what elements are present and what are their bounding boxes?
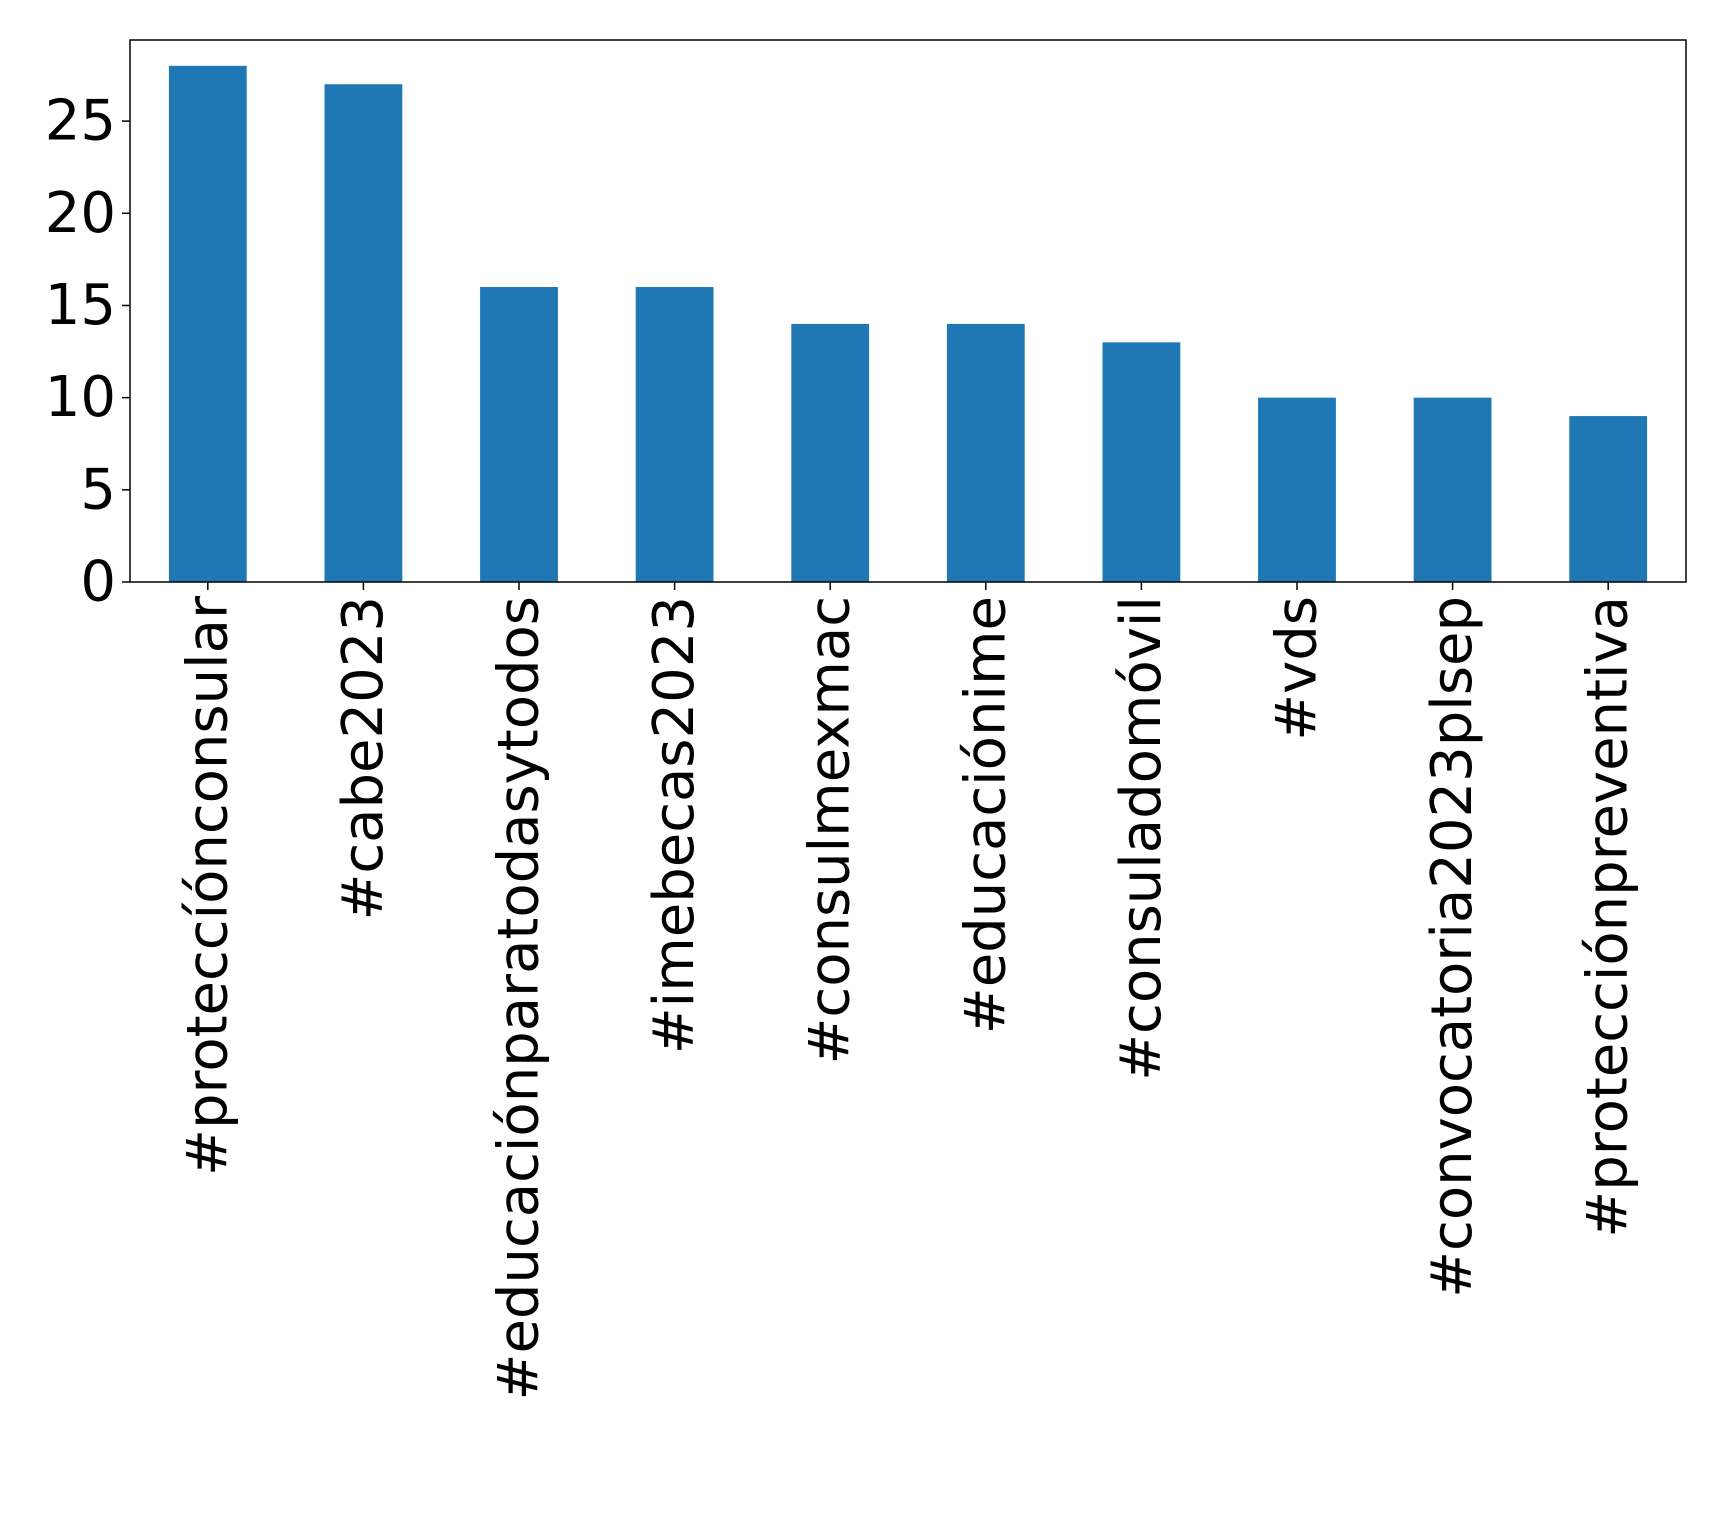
bar-5	[946, 323, 1025, 582]
bar-6	[1102, 342, 1181, 582]
bar-7	[1258, 397, 1336, 582]
y-tick-label-2: 10	[45, 365, 116, 430]
x-tick-label-2: #educaciónparatodasytodos	[487, 596, 552, 1400]
y-tick-label-0: 0	[80, 550, 116, 615]
x-tick-label-5: #educaciónime	[953, 596, 1018, 1034]
x-tick-label-4: #consulmexmac	[798, 596, 863, 1065]
x-tick-label-7: #vds	[1265, 596, 1330, 741]
y-axis: 0 5 10 15 20 25	[45, 89, 130, 615]
x-tick-label-9: #protecciónpreventiva	[1576, 596, 1641, 1238]
bar-1	[324, 84, 403, 583]
x-axis: #proteccíónconsular #cabe2023 #educaciónpa…	[175, 582, 1641, 1400]
x-tick-label-1: #cabe2023	[331, 596, 396, 921]
bar-4	[791, 323, 870, 582]
x-tick-label-0: #proteccíónconsular	[175, 595, 240, 1176]
plot-area-frame	[129, 39, 1687, 583]
x-tick-label-6: #consuladomóvil	[1109, 596, 1174, 1081]
y-tick-label-3: 15	[45, 273, 116, 338]
bar-3	[635, 287, 714, 582]
y-tick-label-4: 20	[45, 181, 116, 246]
bar-0	[168, 65, 247, 582]
x-tick-label-8: #convocatoria2023plsep	[1420, 596, 1485, 1298]
bars-group	[168, 65, 1648, 583]
bar-2	[480, 287, 558, 582]
y-tick-label-5: 25	[45, 89, 116, 154]
bar-9	[1569, 416, 1648, 582]
bar-8	[1413, 397, 1492, 582]
x-tick-label-3: #imebecas2023	[642, 596, 707, 1054]
y-tick-label-1: 5	[80, 457, 116, 522]
